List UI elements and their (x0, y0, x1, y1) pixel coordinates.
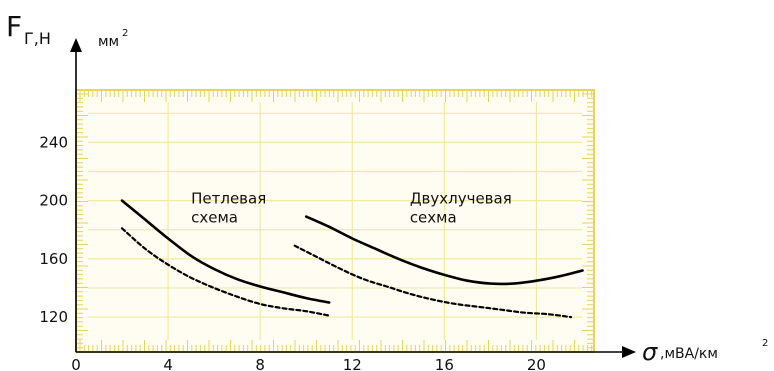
x-tick-label: 4 (163, 356, 173, 371)
plot-frame (75, 89, 595, 353)
y-tick-label: 200 (39, 192, 68, 210)
series-annotation: Двухлучевая сехма (410, 190, 512, 227)
x-tick-label: 16 (435, 356, 454, 371)
x-tick-label: 0 (71, 356, 81, 371)
series-left-dashed (120, 227, 331, 317)
y-tick-label: 160 (39, 250, 68, 268)
plot-area (75, 89, 595, 353)
ruler-ticks (76, 90, 594, 352)
series-group (120, 199, 584, 319)
y-axis-unit-power: 2 (122, 28, 128, 39)
x-axis-symbol: σ (642, 338, 658, 366)
x-axis-unit: ,мВА/км (660, 346, 718, 362)
series-left-solid (120, 199, 331, 304)
y-axis-arrow (70, 38, 82, 52)
series-annotation: Петлевая схема (191, 190, 266, 227)
y-tick-label: 240 (39, 133, 68, 151)
y-axis-label-subscript: Г,Н (24, 29, 51, 48)
x-tick-label: 20 (527, 356, 546, 371)
tick-labels: 0 4 8 12 16 20 120 160 200 240 (39, 133, 546, 371)
x-tick-label: 12 (343, 356, 362, 371)
x-tick-label: 8 (255, 356, 265, 371)
y-tick-label: 120 (39, 308, 68, 326)
series-right-dashed (293, 244, 573, 319)
axes (70, 38, 636, 358)
series-right-solid (304, 215, 584, 286)
x-axis-arrow (622, 346, 636, 358)
x-axis-unit-power: 2 (762, 338, 768, 349)
ruler-tick-marks (76, 90, 594, 352)
annotations: Петлевая схема Двухлучевая сехма (191, 190, 512, 227)
y-axis-label: F (6, 10, 22, 43)
y-axis-unit: мм (98, 34, 119, 50)
